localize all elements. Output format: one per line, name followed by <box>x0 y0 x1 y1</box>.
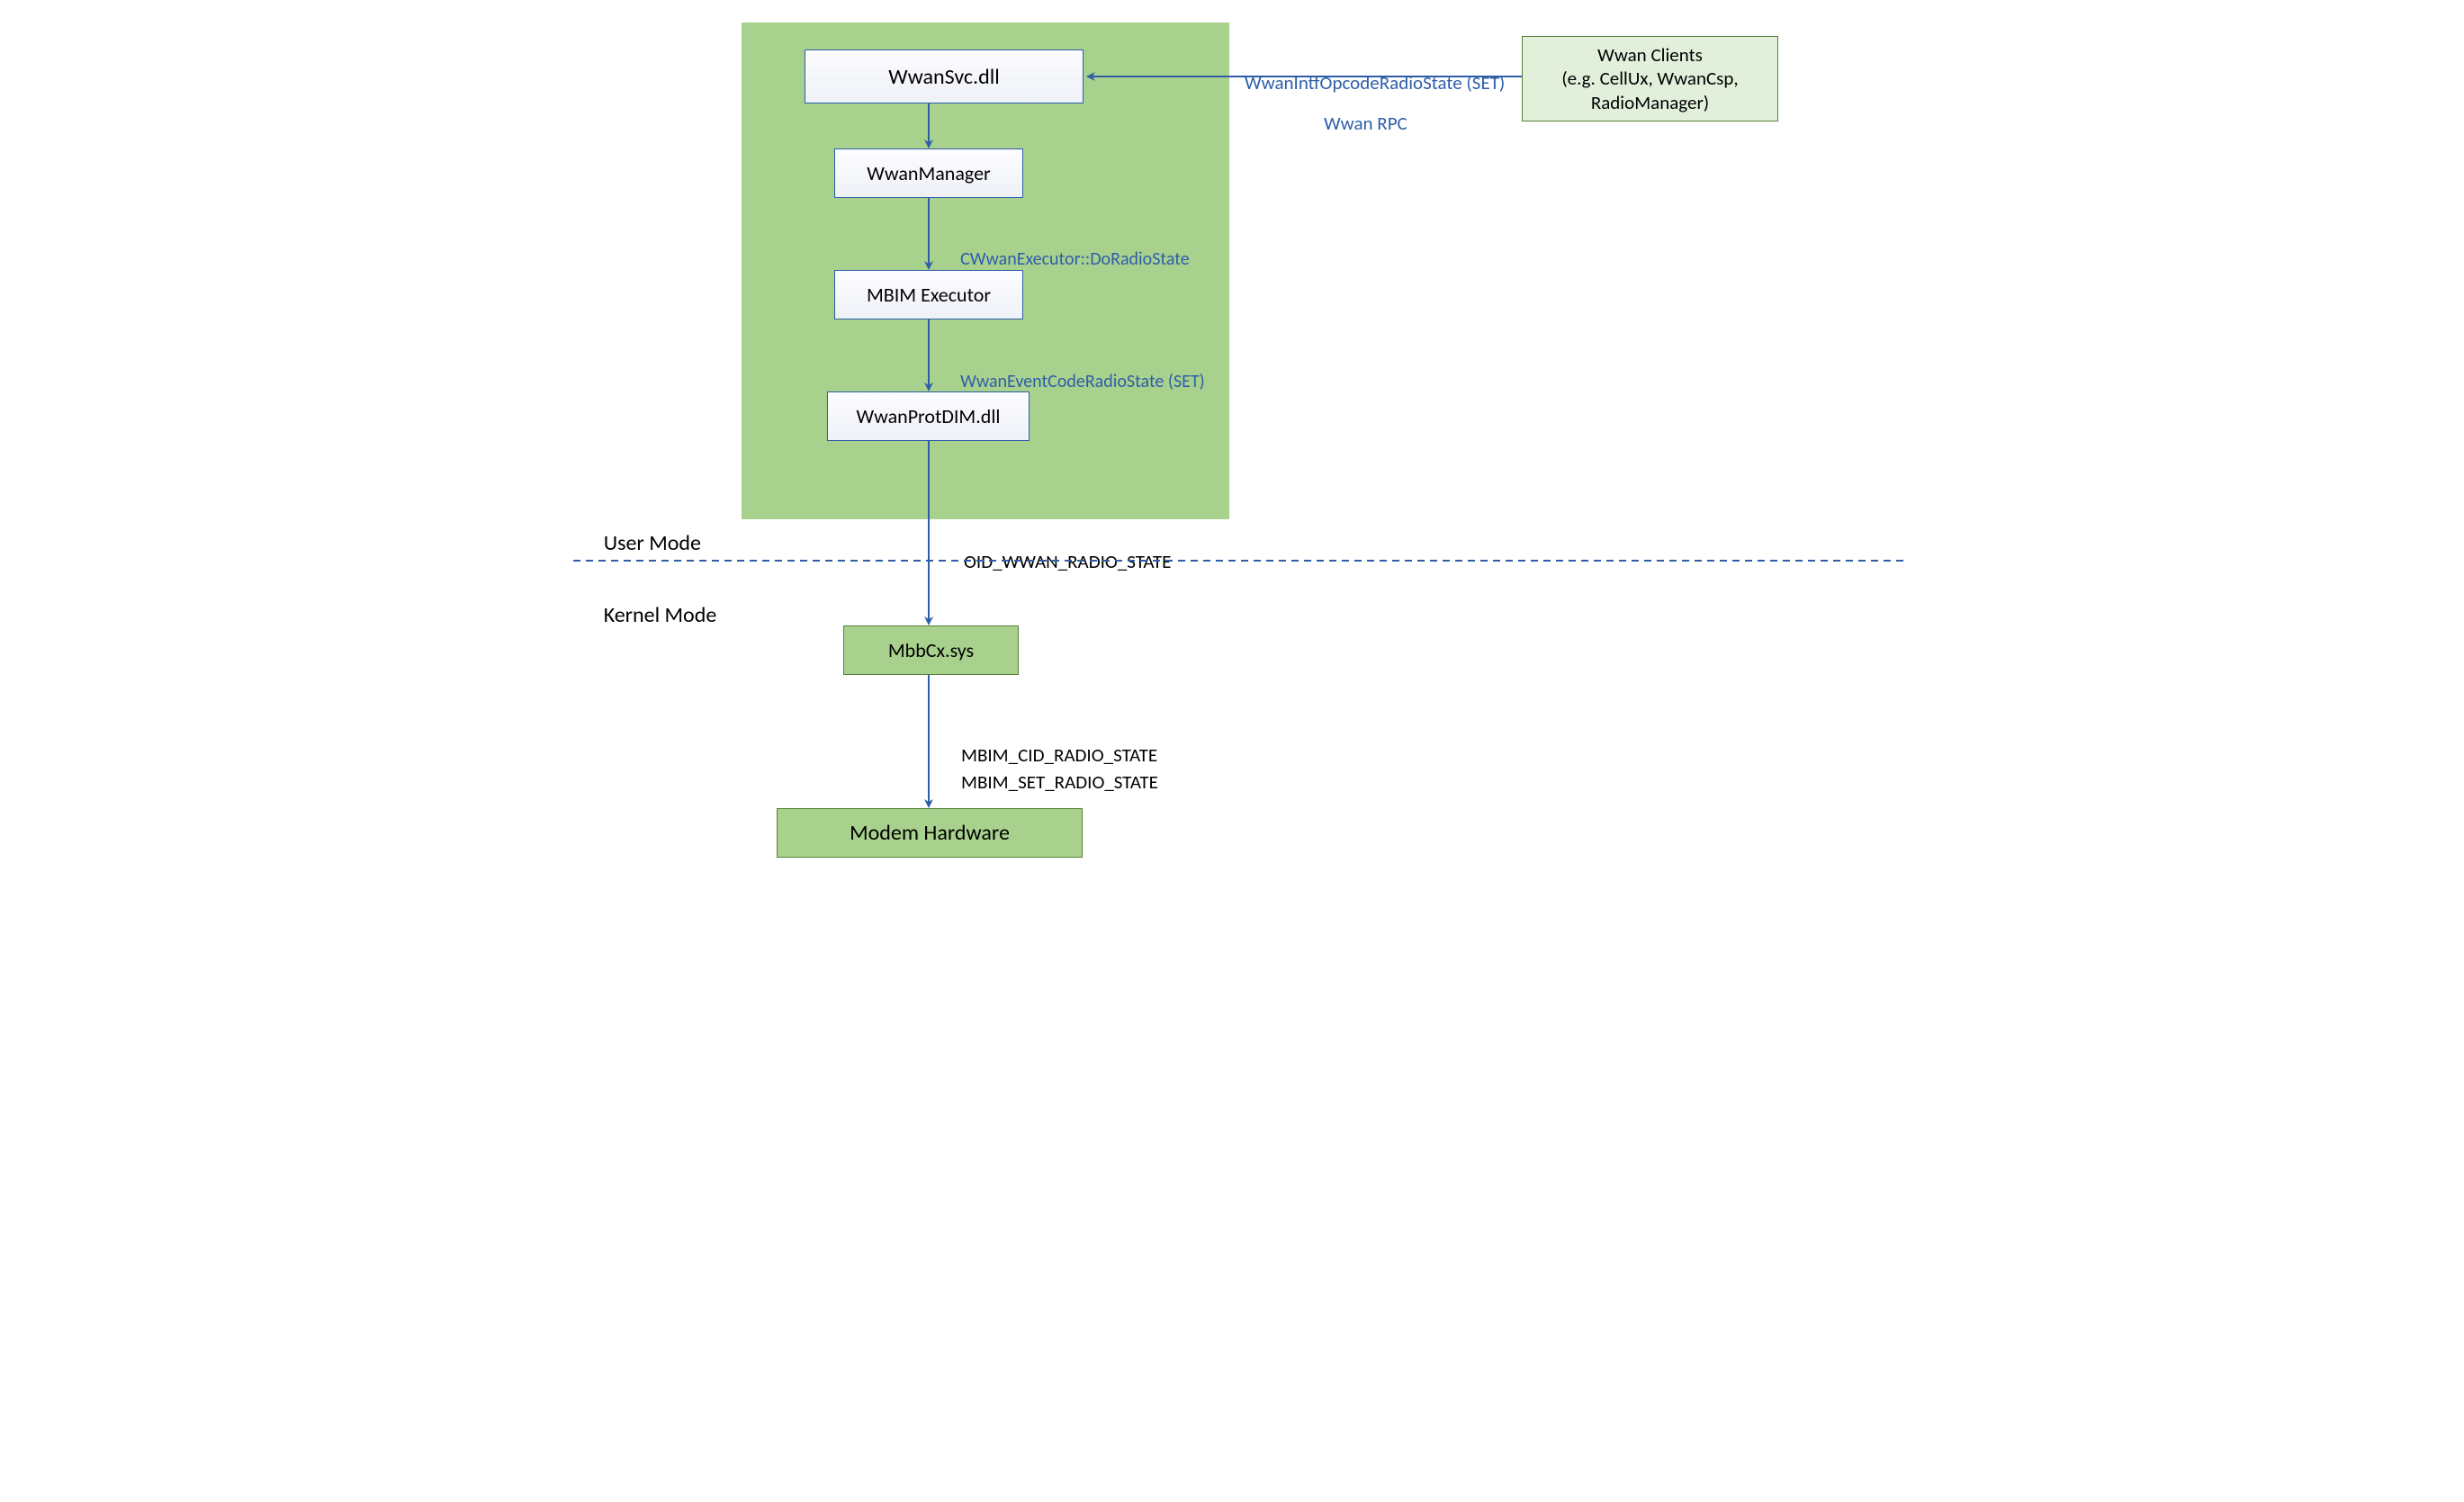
label-text: OID_WWAN_RADIO_STATE <box>964 550 1171 573</box>
node-label: WwanSvc.dll <box>888 64 999 90</box>
node-label: WwanManager <box>867 161 990 185</box>
node-wwan-clients: Wwan Clients (e.g. CellUx, WwanCsp, Radi… <box>1522 36 1778 121</box>
label-rpc-bottom: Wwan RPC <box>1307 88 1407 158</box>
label-event-code: WwanEventCodeRadioState (SET) <box>944 349 1205 414</box>
label-mbim-set: MBIM_SET_RADIO_STATE <box>944 747 1158 817</box>
label-do-radio: CWwanExecutor::DoRadioState <box>944 227 1190 292</box>
label-text: WwanEventCodeRadioState (SET) <box>960 371 1205 392</box>
label-kernel-mode: Kernel Mode <box>584 576 716 654</box>
node-wwansvc: WwanSvc.dll <box>805 49 1084 103</box>
diagram-canvas: WwanSvc.dll WwanManager MBIM Executor Ww… <box>557 0 1907 882</box>
label-text: MBIM_SET_RADIO_STATE <box>961 770 1158 794</box>
label-text: User Mode <box>604 530 701 556</box>
label-text: CWwanExecutor::DoRadioState <box>960 248 1190 270</box>
node-label: Wwan Clients (e.g. CellUx, WwanCsp, Radi… <box>1561 43 1738 114</box>
label-text: Kernel Mode <box>604 602 717 628</box>
node-wwanmanager: WwanManager <box>834 148 1023 198</box>
node-label: Modem Hardware <box>850 820 1010 846</box>
label-text: Wwan RPC <box>1324 112 1407 135</box>
node-mbbcx: MbbCx.sys <box>843 625 1019 675</box>
label-user-mode: User Mode <box>584 504 701 582</box>
label-oid: OID_WWAN_RADIO_STATE <box>947 526 1171 597</box>
node-label: MbbCx.sys <box>888 638 974 662</box>
